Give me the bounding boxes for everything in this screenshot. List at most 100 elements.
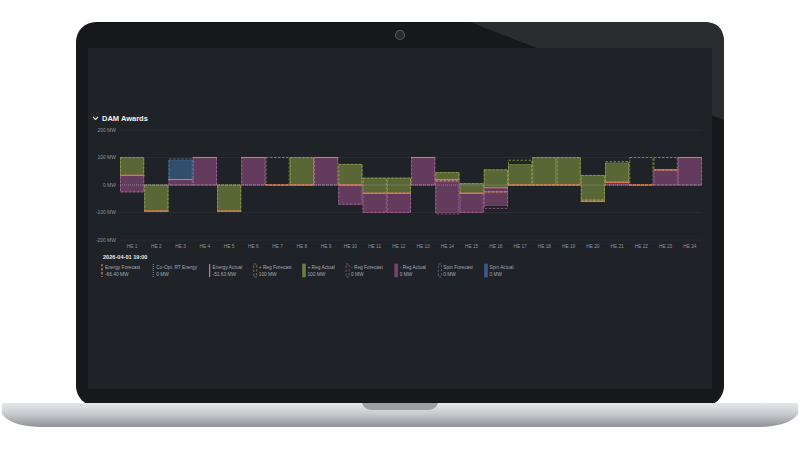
legend-value: 0 MW	[351, 272, 364, 277]
bar-segment	[363, 178, 386, 193]
energy-step	[266, 184, 290, 185]
bar-segment	[363, 193, 386, 212]
y-tick-label: 0 MW	[103, 182, 116, 188]
energy-step	[557, 185, 581, 186]
energy-step	[193, 157, 217, 158]
energy-step	[144, 211, 168, 212]
bar-segment	[193, 157, 216, 158]
energy-step	[266, 185, 290, 186]
bar-segment	[654, 170, 677, 185]
bar-segment	[436, 173, 459, 181]
bar-segment	[242, 157, 265, 158]
energy-step	[290, 184, 314, 185]
x-tick-label: HE 6	[248, 244, 259, 249]
bar-segment	[242, 158, 265, 186]
energy-step	[532, 185, 556, 186]
x-tick-label: HE 20	[586, 244, 600, 249]
energy-step	[169, 179, 193, 180]
bar-segment	[436, 181, 459, 214]
energy-step	[435, 179, 459, 180]
energy-step	[460, 193, 484, 194]
bar-segment	[290, 157, 313, 158]
bar-segment	[145, 185, 168, 211]
grid-line	[120, 240, 702, 241]
bar-segment	[460, 193, 483, 212]
legend-swatch	[209, 264, 210, 277]
grid-line	[120, 212, 702, 213]
energy-step	[629, 185, 653, 186]
energy-step	[338, 184, 362, 185]
bar-segment	[654, 158, 677, 170]
x-tick-label: HE 5	[224, 244, 235, 249]
y-tick-label: 200 MW	[97, 127, 116, 133]
bar-segment	[412, 157, 435, 158]
legend-value: 100 MW	[259, 272, 277, 277]
x-tick-label: HE 22	[635, 244, 649, 249]
laptop-bezel	[76, 22, 724, 406]
energy-step	[217, 211, 241, 212]
legend-label: - Reg Actual	[400, 265, 426, 270]
bar-segment	[242, 157, 265, 158]
x-tick-label: HE 15	[465, 244, 479, 249]
bar-segment	[121, 175, 144, 192]
legend-value: 0 MW	[443, 272, 456, 277]
page: DAM Awards-200 MW-100 MW0 MW100 MW200 MW…	[0, 0, 800, 455]
x-tick-label: HE 3	[175, 244, 186, 249]
plot-area	[120, 158, 702, 214]
bar-segment	[581, 175, 604, 201]
legend-swatch	[485, 264, 488, 277]
bar-segment	[193, 157, 216, 158]
energy-step	[411, 157, 435, 158]
bar-segment	[557, 158, 580, 186]
energy-step	[120, 175, 144, 176]
energy-step	[435, 185, 459, 186]
bar-segment	[145, 185, 168, 186]
energy-step	[629, 185, 653, 186]
x-tick-label: HE 13	[416, 244, 430, 249]
legend-swatch	[346, 264, 349, 277]
bar-segment	[533, 158, 556, 186]
bar-segment	[315, 157, 338, 158]
bar-segment	[484, 170, 507, 192]
legend-swatch	[254, 264, 257, 277]
legend-label: Energy Forecast	[105, 265, 141, 270]
bar-segment	[678, 157, 701, 158]
bar-segment	[145, 185, 168, 211]
bar-segment	[654, 169, 677, 170]
bar-segment	[509, 160, 532, 185]
screen	[88, 48, 712, 389]
legend-value: -51.63 MW	[213, 272, 237, 277]
energy-step	[508, 185, 532, 186]
energy-step	[484, 187, 508, 188]
collapse-chevron[interactable]	[93, 117, 98, 120]
y-tick-label: -200 MW	[96, 237, 117, 243]
energy-step	[193, 157, 217, 158]
energy-step	[678, 185, 702, 186]
bar-segment	[460, 184, 483, 194]
legend-value: 0 MW	[156, 272, 169, 277]
bar-segment	[169, 160, 192, 179]
bar-segment	[484, 170, 507, 188]
energy-step	[169, 185, 193, 186]
bar-segment	[145, 185, 168, 186]
bar-segment	[436, 172, 459, 173]
energy-step	[557, 185, 581, 186]
energy-step	[241, 185, 265, 186]
bar-segment	[339, 164, 362, 185]
bar-segment	[533, 157, 556, 158]
legend-label: Spin Forecast	[443, 265, 473, 270]
bar-segment	[484, 169, 507, 170]
legend-label: Spin Actual	[490, 265, 514, 270]
bar-segment	[484, 192, 507, 209]
bar-segment	[242, 157, 265, 158]
camera	[396, 31, 405, 40]
x-tick-label: HE 14	[441, 244, 455, 249]
bar-segment	[581, 175, 604, 200]
bar-segment	[412, 157, 435, 158]
x-tick-label: HE 2	[151, 244, 162, 249]
bar-segment	[412, 157, 435, 158]
energy-step	[387, 193, 411, 194]
bar-segment	[169, 179, 192, 180]
energy-step	[678, 157, 702, 158]
energy-step	[484, 185, 508, 186]
